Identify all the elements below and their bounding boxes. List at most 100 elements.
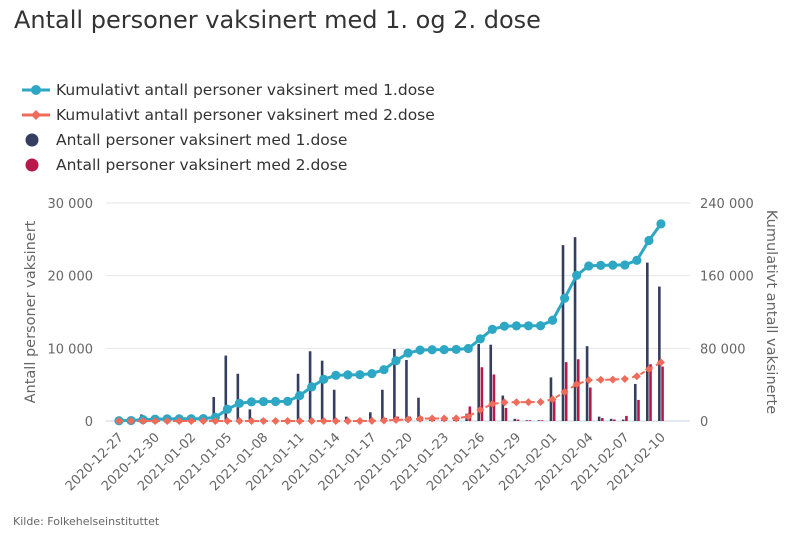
grid-lines [106,202,690,422]
bar-dose2 [516,419,520,421]
y-right-tick-label: 0 [700,415,708,430]
marker-cumulative-dose2 [476,405,485,414]
source-credit: Kilde: Folkehelseinstituttet [13,515,160,528]
marker-cumulative-dose2 [115,417,123,425]
marker-cumulative-dose2 [367,416,376,425]
bar-dose2 [637,399,640,421]
marker-cumulative-dose1 [632,255,642,265]
marker-cumulative-dose2 [175,417,184,425]
y-left-tick-label: 30 000 [48,197,94,212]
bar-dose1 [646,262,649,421]
legend-symbol-dot-icon [25,158,39,171]
marker-cumulative-dose2 [163,417,172,425]
marker-cumulative-dose1 [523,321,534,331]
marker-cumulative-dose2 [572,380,581,389]
marker-cumulative-dose2 [295,417,304,425]
bar-dose1 [405,359,408,421]
line-cumulative-dose2 [119,361,662,422]
marker-cumulative-dose1 [427,345,437,355]
bar-dose2 [468,406,472,421]
bar-dose2 [613,419,616,421]
marker-cumulative-dose2 [199,417,208,425]
marker-cumulative-dose2 [271,417,280,425]
marker-cumulative-dose2 [656,358,665,367]
marker-cumulative-dose1 [644,235,654,246]
bar-dose2 [588,387,592,421]
bar-dose1 [585,346,589,421]
bar-dose2 [625,415,628,421]
marker-cumulative-dose2 [307,417,316,425]
bar-dose1 [236,373,240,421]
bar-dose1 [393,349,396,421]
y-left-tick-label: 10 000 [48,342,94,357]
legend-item-cum1[interactable]: Kumulativt antall personer vaksinert med… [22,77,435,102]
marker-cumulative-dose1 [596,260,606,271]
marker-cumulative-dose1 [451,344,461,355]
bar-dose1 [417,397,420,421]
bar-dose1 [597,416,601,421]
marker-cumulative-dose2 [584,376,593,385]
marker-cumulative-dose2 [247,417,256,425]
marker-cumulative-dose1 [475,334,485,344]
marker-cumulative-dose1 [391,356,401,366]
line-cumulative-dose1 [118,223,663,423]
marker-cumulative-dose2 [428,414,437,423]
marker-cumulative-dose1 [584,261,594,271]
marker-cumulative-dose2 [331,417,340,425]
bar-dose1 [381,389,384,421]
legend-item-daily2[interactable]: Antall personer vaksinert med 2.dose [22,152,435,177]
bar-dose1 [212,397,216,421]
marker-cumulative-dose2 [560,388,569,397]
marker-cumulative-dose1 [283,396,293,406]
legend-label: Antall personer vaksinert med 1.dose [56,130,348,149]
marker-cumulative-dose2 [644,365,653,374]
bar-dose1 [537,420,541,421]
marker-cumulative-dose1 [499,321,509,331]
legend-item-daily1[interactable]: Antall personer vaksinert med 1.dose [22,127,435,152]
marker-cumulative-dose2 [283,417,292,425]
marker-cumulative-dose2 [343,417,352,425]
marker-cumulative-dose1 [535,321,546,331]
bar-dose2 [540,420,544,421]
marker-cumulative-dose2 [536,398,545,407]
y-right-tick-label: 240 000 [700,197,754,212]
bar-dose1 [501,395,505,421]
marker-cumulative-dose2 [488,400,497,409]
legend-item-cum2[interactable]: Kumulativt antall personer vaksinert med… [22,102,435,127]
marker-cumulative-dose2 [151,417,160,425]
marker-cumulative-dose1 [355,370,365,380]
marker-cumulative-dose1 [547,315,558,325]
bar-dose1 [621,419,625,421]
marker-cumulative-dose1 [234,398,245,408]
legend-symbol-line-diamond-icon [22,109,50,120]
marker-cumulative-dose2 [512,398,521,407]
marker-cumulative-dose2 [524,398,533,407]
marker-cumulative-dose1 [439,345,449,355]
y-left-tick-label: 0 [85,415,93,430]
marker-cumulative-dose1 [331,370,341,381]
marker-cumulative-dose2 [187,417,196,425]
marker-cumulative-dose2 [608,375,617,384]
marker-cumulative-dose1 [246,397,257,407]
marker-cumulative-dose2 [620,374,629,383]
bar-dose1 [573,237,577,421]
bar-dose1 [489,344,493,421]
bar-dose2 [504,407,508,421]
bar-dose2 [552,399,556,421]
marker-cumulative-dose1 [319,374,329,384]
marker-cumulative-dose1 [295,390,305,401]
legend-label: Kumulativt antall personer vaksinert med… [56,80,435,99]
marker-cumulative-dose2 [596,375,605,384]
bar-dose2 [576,359,580,421]
marker-cumulative-dose1 [608,260,618,270]
bar-dose1 [320,360,324,421]
bar-dose1 [658,286,661,421]
marker-cumulative-dose2 [211,417,220,425]
legend-symbol-line-circle-icon [22,84,50,95]
bar-dose1 [513,418,517,421]
y-right-axis-title: Kumulativt antall vaksinerte [763,210,779,414]
marker-cumulative-dose2 [392,415,400,424]
bar-dose1 [633,383,637,421]
marker-cumulative-dose2 [235,417,244,425]
